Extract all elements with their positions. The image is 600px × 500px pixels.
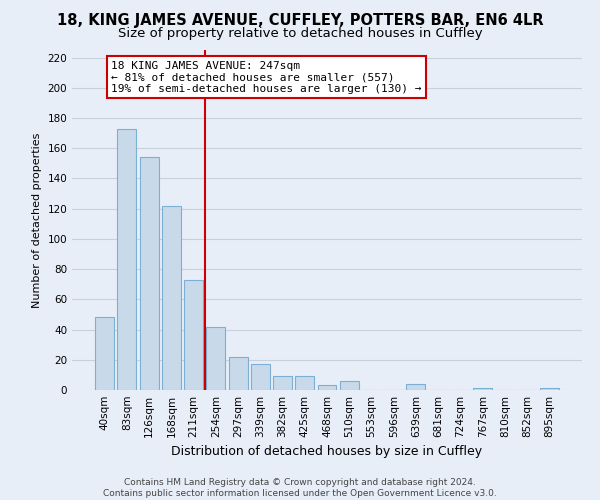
Bar	[317, 386, 337, 390]
Bar	[473, 388, 492, 390]
Bar	[162, 206, 181, 390]
X-axis label: Distribution of detached houses by size in Cuffley: Distribution of detached houses by size …	[172, 446, 482, 458]
Bar	[273, 376, 292, 390]
Bar	[184, 280, 203, 390]
Bar	[95, 318, 114, 390]
Text: 18 KING JAMES AVENUE: 247sqm
← 81% of detached houses are smaller (557)
19% of s: 18 KING JAMES AVENUE: 247sqm ← 81% of de…	[112, 60, 422, 94]
Bar	[251, 364, 270, 390]
Bar	[118, 128, 136, 390]
Bar	[229, 357, 248, 390]
Text: Size of property relative to detached houses in Cuffley: Size of property relative to detached ho…	[118, 28, 482, 40]
Bar	[206, 326, 225, 390]
Bar	[406, 384, 425, 390]
Bar	[295, 376, 314, 390]
Text: 18, KING JAMES AVENUE, CUFFLEY, POTTERS BAR, EN6 4LR: 18, KING JAMES AVENUE, CUFFLEY, POTTERS …	[56, 12, 544, 28]
Y-axis label: Number of detached properties: Number of detached properties	[32, 132, 42, 308]
Bar	[340, 381, 359, 390]
Bar	[540, 388, 559, 390]
Text: Contains HM Land Registry data © Crown copyright and database right 2024.
Contai: Contains HM Land Registry data © Crown c…	[103, 478, 497, 498]
Bar	[140, 158, 158, 390]
